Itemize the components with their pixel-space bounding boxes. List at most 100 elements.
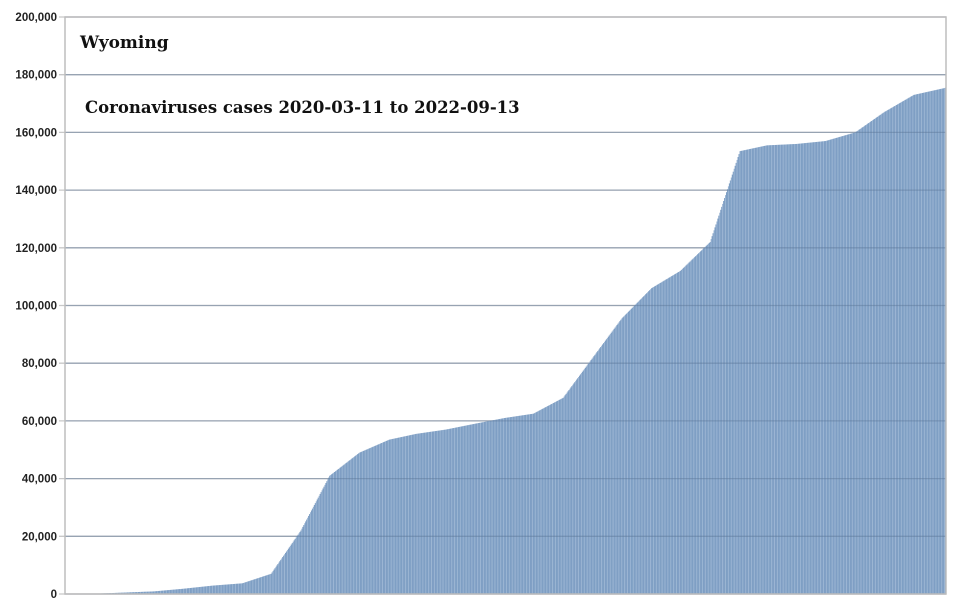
bar <box>360 451 363 594</box>
bar <box>238 583 241 594</box>
bar <box>899 102 902 595</box>
bar <box>789 144 791 594</box>
bar <box>390 439 392 594</box>
bar <box>436 430 439 594</box>
bar <box>682 268 685 594</box>
bar <box>878 115 881 594</box>
bar <box>712 233 714 594</box>
bar <box>653 286 656 594</box>
bar <box>606 337 609 594</box>
bar <box>213 585 216 594</box>
bar <box>563 396 565 594</box>
bar <box>224 584 226 594</box>
bar <box>382 442 384 594</box>
bar <box>598 349 600 594</box>
bar <box>741 150 743 594</box>
bar <box>795 143 797 595</box>
bar <box>740 150 742 595</box>
bar <box>666 278 668 594</box>
bar <box>611 331 613 594</box>
bar <box>332 473 334 594</box>
bar <box>374 445 376 594</box>
bar <box>934 90 936 594</box>
bar <box>444 429 446 594</box>
bar <box>303 525 305 594</box>
bar <box>926 91 929 595</box>
bar <box>851 133 854 594</box>
bar <box>676 272 679 594</box>
bar <box>772 145 774 594</box>
bar <box>171 589 173 594</box>
bar <box>715 224 717 595</box>
bar <box>584 367 587 594</box>
bar <box>328 477 330 594</box>
bar <box>421 433 423 594</box>
bar <box>208 586 210 594</box>
bar <box>805 142 807 594</box>
bar <box>188 588 191 594</box>
bar <box>794 144 796 594</box>
bar <box>335 470 338 594</box>
bar <box>284 554 286 594</box>
bar <box>720 209 722 594</box>
bar <box>494 419 496 594</box>
bar <box>802 143 805 594</box>
bar <box>586 365 588 594</box>
bar <box>889 108 891 594</box>
bar <box>236 583 239 594</box>
bar <box>316 499 318 594</box>
bar <box>669 277 671 594</box>
bar <box>621 318 623 594</box>
bar <box>817 141 819 594</box>
bar <box>531 413 534 594</box>
bar <box>600 347 602 594</box>
bar <box>922 92 925 594</box>
bar <box>698 253 700 594</box>
bar <box>739 151 741 594</box>
bar <box>883 112 885 594</box>
bar <box>527 414 529 594</box>
bar <box>469 424 471 594</box>
bar <box>554 401 557 594</box>
bar <box>664 280 666 594</box>
bar <box>737 157 739 594</box>
bar <box>319 493 321 594</box>
bar <box>429 431 431 594</box>
bar <box>456 427 458 594</box>
bar <box>602 344 604 594</box>
bar <box>756 147 758 594</box>
bar <box>310 510 313 594</box>
bar <box>908 97 910 594</box>
bar <box>660 282 662 594</box>
bar <box>821 141 823 594</box>
bar <box>691 259 693 594</box>
bar <box>710 239 712 595</box>
bar <box>655 285 658 594</box>
bar <box>207 586 209 594</box>
bar <box>641 297 643 594</box>
bar <box>916 94 918 594</box>
bar <box>432 431 435 594</box>
bar <box>862 127 864 595</box>
bar <box>683 267 685 594</box>
bar <box>472 424 474 594</box>
bar <box>150 591 152 594</box>
bar <box>842 136 844 594</box>
bar <box>750 148 752 594</box>
bar <box>658 283 660 594</box>
bar <box>686 264 688 594</box>
bar <box>341 466 343 594</box>
bar <box>689 261 691 594</box>
bar <box>266 575 269 594</box>
bar <box>488 420 490 594</box>
bar <box>529 414 532 594</box>
bar <box>812 142 814 594</box>
bar <box>253 579 255 594</box>
bar <box>855 131 857 594</box>
bar <box>127 592 129 594</box>
bar <box>498 419 500 594</box>
bar <box>212 585 215 594</box>
bar <box>769 145 771 594</box>
bar <box>876 116 879 594</box>
bar <box>500 418 502 594</box>
